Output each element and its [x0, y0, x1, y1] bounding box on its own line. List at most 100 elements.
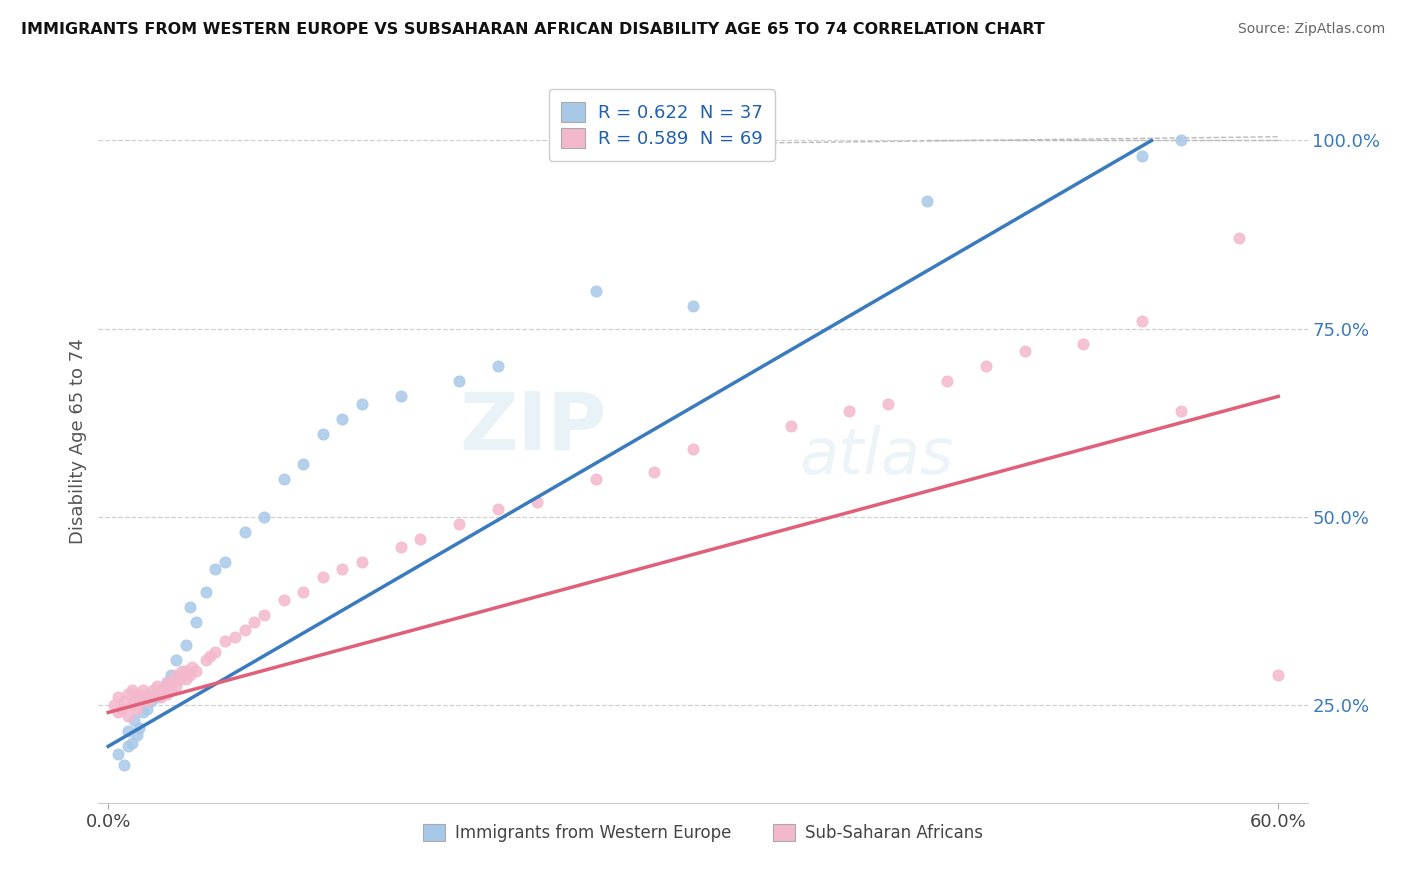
- Text: atlas: atlas: [800, 425, 955, 487]
- Point: [253, 509, 276, 524]
- Legend: Immigrants from Western Europe, Sub-Saharan Africans: Immigrants from Western Europe, Sub-Saha…: [416, 817, 990, 848]
- Point: [107, 706, 129, 720]
- Point: [117, 709, 139, 723]
- Point: [121, 698, 143, 712]
- Point: [330, 412, 353, 426]
- Point: [165, 679, 187, 693]
- Point: [682, 442, 704, 456]
- Point: [174, 672, 197, 686]
- Point: [117, 739, 139, 754]
- Point: [122, 713, 145, 727]
- Point: [128, 690, 150, 705]
- Point: [1267, 668, 1289, 682]
- Point: [111, 702, 134, 716]
- Point: [112, 758, 135, 772]
- Point: [136, 694, 159, 708]
- Point: [974, 359, 997, 374]
- Point: [179, 668, 201, 682]
- Point: [1071, 336, 1094, 351]
- Point: [184, 664, 207, 678]
- Point: [292, 585, 315, 599]
- Point: [1130, 314, 1153, 328]
- Point: [142, 682, 165, 697]
- Point: [312, 427, 335, 442]
- Point: [128, 721, 150, 735]
- Point: [204, 645, 226, 659]
- Point: [935, 375, 957, 389]
- Point: [409, 533, 432, 547]
- Point: [156, 675, 179, 690]
- Point: [136, 702, 159, 716]
- Point: [917, 194, 939, 208]
- Point: [312, 570, 335, 584]
- Point: [132, 682, 155, 697]
- Point: [643, 465, 665, 479]
- Point: [204, 562, 226, 576]
- Point: [243, 615, 266, 630]
- Point: [330, 562, 353, 576]
- Point: [132, 690, 155, 705]
- Point: [127, 702, 149, 716]
- Point: [779, 419, 801, 434]
- Point: [198, 648, 221, 663]
- Point: [149, 682, 172, 697]
- Point: [174, 638, 197, 652]
- Point: [214, 555, 236, 569]
- Text: ZIP: ZIP: [458, 388, 606, 467]
- Point: [103, 698, 125, 712]
- Point: [877, 397, 900, 411]
- Point: [585, 472, 607, 486]
- Point: [449, 375, 471, 389]
- Point: [156, 675, 179, 690]
- Y-axis label: Disability Age 65 to 74: Disability Age 65 to 74: [69, 339, 87, 544]
- Point: [1014, 344, 1036, 359]
- Point: [169, 672, 191, 686]
- Text: Source: ZipAtlas.com: Source: ZipAtlas.com: [1237, 22, 1385, 37]
- Point: [107, 747, 129, 761]
- Point: [165, 668, 187, 682]
- Point: [172, 664, 194, 678]
- Point: [253, 607, 276, 622]
- Point: [273, 472, 295, 486]
- Point: [292, 457, 315, 471]
- Point: [162, 675, 184, 690]
- Point: [682, 299, 704, 313]
- Point: [233, 623, 256, 637]
- Point: [127, 687, 149, 701]
- Point: [1227, 231, 1250, 245]
- Point: [159, 682, 181, 697]
- Point: [486, 502, 509, 516]
- Text: IMMIGRANTS FROM WESTERN EUROPE VS SUBSAHARAN AFRICAN DISABILITY AGE 65 TO 74 COR: IMMIGRANTS FROM WESTERN EUROPE VS SUBSAH…: [21, 22, 1045, 37]
- Point: [117, 724, 139, 739]
- Point: [139, 694, 162, 708]
- Point: [159, 668, 181, 682]
- Point: [112, 694, 135, 708]
- Point: [121, 735, 143, 749]
- Point: [149, 690, 172, 705]
- Point: [139, 690, 162, 705]
- Point: [224, 630, 246, 644]
- Point: [1170, 404, 1192, 418]
- Point: [127, 728, 149, 742]
- Point: [152, 682, 174, 697]
- Point: [1130, 148, 1153, 162]
- Point: [146, 687, 169, 701]
- Point: [449, 517, 471, 532]
- Point: [132, 706, 155, 720]
- Point: [174, 664, 197, 678]
- Point: [146, 679, 169, 693]
- Point: [350, 555, 373, 569]
- Point: [526, 494, 548, 508]
- Point: [131, 694, 153, 708]
- Point: [233, 524, 256, 539]
- Point: [184, 615, 207, 630]
- Point: [214, 634, 236, 648]
- Point: [122, 694, 145, 708]
- Point: [165, 653, 187, 667]
- Point: [121, 682, 143, 697]
- Point: [179, 600, 201, 615]
- Point: [838, 404, 860, 418]
- Point: [194, 653, 217, 667]
- Point: [194, 585, 217, 599]
- Point: [117, 687, 139, 701]
